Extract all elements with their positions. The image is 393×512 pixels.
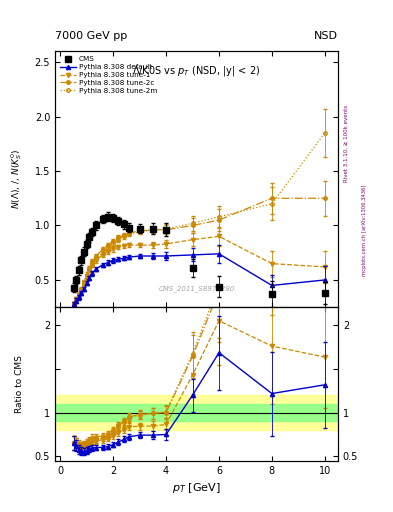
X-axis label: $p_{T}$ [GeV]: $p_{T}$ [GeV]	[172, 481, 221, 495]
Text: NSD: NSD	[314, 31, 338, 41]
Bar	[55, 404, 338, 421]
Text: CMS_2011_S8978280: CMS_2011_S8978280	[158, 285, 235, 292]
Text: $\Lambda$/K0S vs $p_{T}$ (NSD, |y| < 2): $\Lambda$/K0S vs $p_{T}$ (NSD, |y| < 2)	[132, 64, 261, 78]
Y-axis label: Ratio to CMS: Ratio to CMS	[15, 355, 24, 413]
Y-axis label: $N(\Lambda)$, /, $N(K^{0}_{S})$: $N(\Lambda)$, /, $N(K^{0}_{S})$	[9, 149, 24, 209]
Bar	[55, 395, 338, 430]
Text: Rivet 3.1.10, ≥ 100k events: Rivet 3.1.10, ≥ 100k events	[344, 105, 349, 182]
Legend: CMS, Pythia 8.308 default, Pythia 8.308 tune-1, Pythia 8.308 tune-2c, Pythia 8.3: CMS, Pythia 8.308 default, Pythia 8.308 …	[59, 55, 159, 95]
Text: 7000 GeV pp: 7000 GeV pp	[55, 31, 127, 41]
Text: mcplots.cern.ch [arXiv:1306.3436]: mcplots.cern.ch [arXiv:1306.3436]	[362, 185, 367, 276]
